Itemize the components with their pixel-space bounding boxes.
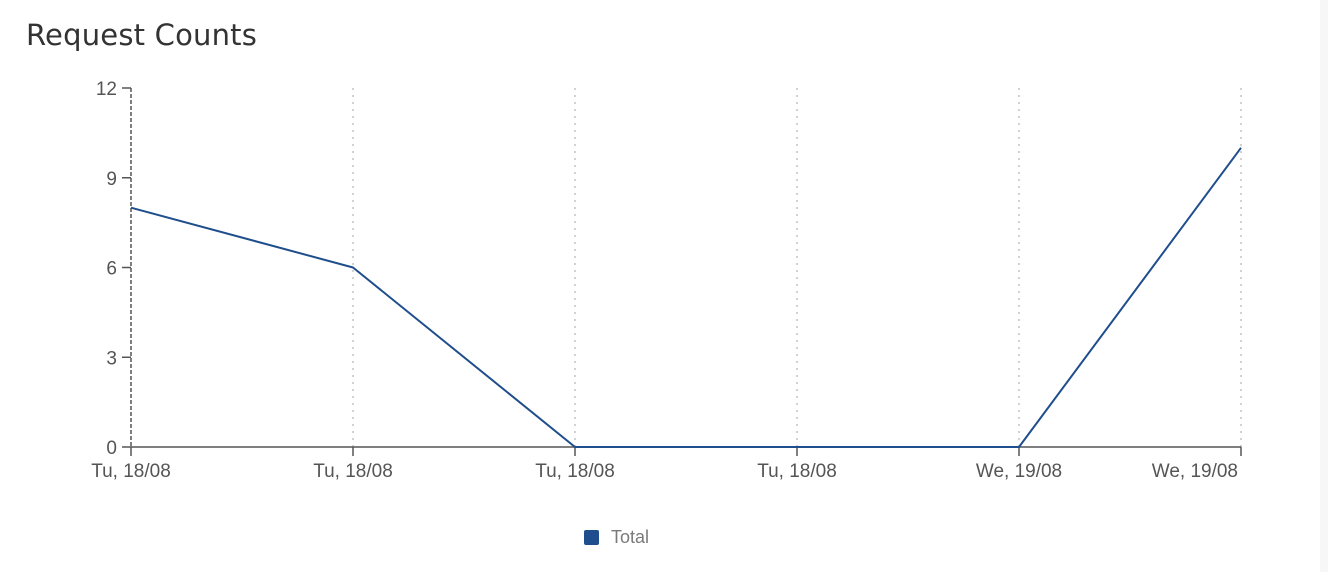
x-tick-label: Tu, 18/08	[535, 461, 615, 482]
series-line-total	[130, 147, 1242, 448]
grid-lines	[352, 88, 1242, 447]
legend-swatch-total	[584, 530, 599, 545]
x-tick-label: We, 19/08	[976, 461, 1062, 482]
y-tick-label: 6	[106, 259, 117, 280]
x-tick-label: Tu, 18/08	[313, 461, 393, 482]
y-tick-label: 0	[106, 438, 117, 459]
y-tick-label: 9	[106, 169, 117, 190]
legend[interactable]: Total	[584, 527, 649, 548]
chart-title: Request Counts	[26, 18, 258, 52]
x-tick-label: We, 19/08	[1152, 461, 1238, 482]
y-tick-label: 12	[96, 79, 117, 100]
x-tick-label: Tu, 18/08	[91, 461, 171, 482]
x-tick-label: Tu, 18/08	[757, 461, 837, 482]
axes: 0 3 6 9 12 Tu, 18/08 Tu, 18/08 Tu, 18/08 Tu, 18/…	[91, 79, 1242, 482]
legend-label-total[interactable]: Total	[611, 527, 650, 547]
y-tick-label: 3	[106, 348, 117, 369]
series-layer	[130, 147, 1242, 448]
